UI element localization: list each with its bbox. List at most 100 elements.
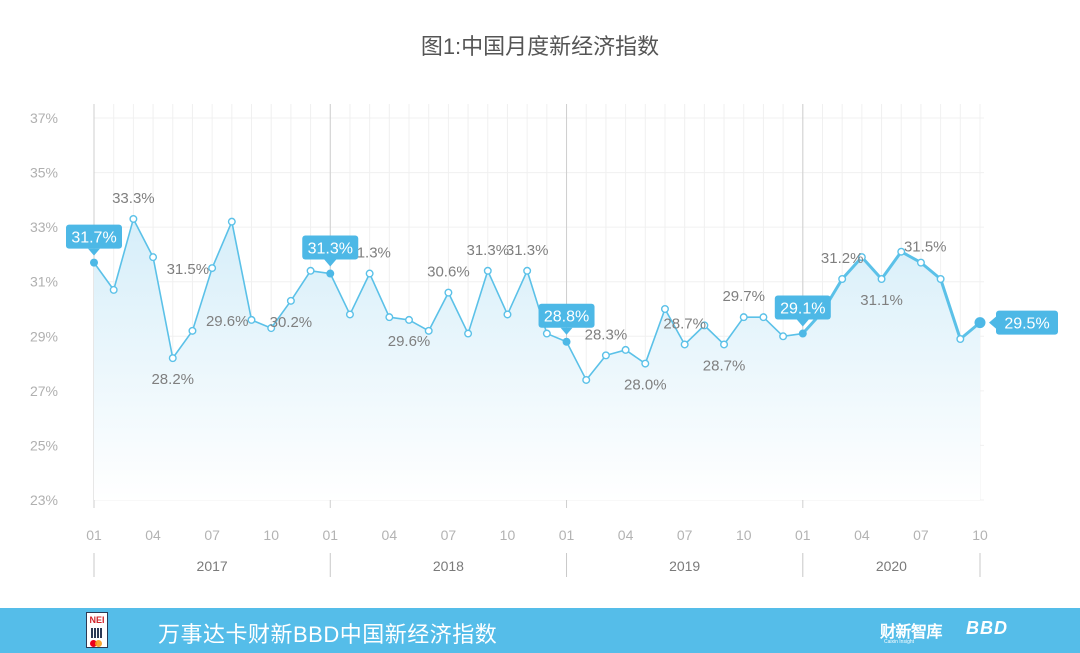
callout-box [302,235,359,260]
data-label: 31.3% [467,242,510,259]
callout-pointer [560,327,573,335]
data-label: 28.3% [585,326,628,343]
footer-title: 万事达卡财新BBD中国新经济指数 [158,622,498,647]
new-economy-index-chart: 图1:中国月度新经济指数 33.3% 28.2% 31.5% 29.6% 30.2% 31… [30,34,1058,577]
data-label: 28.7% [663,315,706,332]
data-point [877,274,886,283]
data-point [109,285,118,294]
data-point [365,269,374,278]
callout-box [996,310,1058,335]
axes: 23% 25% 27% 29% 31% 33% 35% 37% 01 04 07 10 01 04 07 10… [30,110,988,577]
callout-label: 31.3% [302,235,359,267]
data-point-highlight [798,329,807,338]
x-tick-label: 10 [500,527,516,543]
area-fill [94,218,980,500]
y-tick-label: 27% [30,383,58,399]
y-tick-label: 37% [30,110,58,126]
data-point [601,351,610,360]
data-point [424,326,433,335]
callout-box [538,303,595,328]
x-tick-label: 10 [263,527,279,543]
y-tick-label: 23% [30,492,58,508]
data-point [838,274,847,283]
data-point [444,288,453,297]
callout-label: 29.1% [774,295,831,327]
callout-text: 28.8% [544,309,589,326]
x-tick-label: 04 [618,527,634,543]
data-label: 30.2% [270,314,313,331]
x-tick-label: 04 [382,527,398,543]
series-line-2020-path [801,250,981,341]
x-tick-label: 07 [441,527,457,543]
area-path [94,218,980,500]
footer-banner: NEI 万事达卡财新BBD中国新经济指数 财新智库 Caixin Insight… [0,608,1080,653]
data-label: 33.3% [112,190,155,207]
mastercard-circle-orange-icon [95,640,102,647]
data-point [582,375,591,384]
data-point [720,340,729,349]
data-point [483,266,492,275]
data-label: 29.7% [722,288,765,305]
data-point [542,329,551,338]
callout-label: 28.8% [538,303,595,335]
data-label: 31.3% [348,245,391,262]
data-point [523,266,532,275]
data-point [149,253,158,262]
data-point [286,296,295,305]
data-label: 28.0% [624,377,667,394]
callout-pointer [324,259,337,267]
callout-pointer [989,316,996,329]
caixin-insight-logo: 财新智库 [880,624,943,641]
data-point [700,321,709,330]
bbd-logo: BBD [966,618,1008,638]
data-point [916,258,925,267]
y-tick-label: 29% [30,328,58,344]
data-label: 29.6% [206,313,249,330]
data-point-highlight [562,337,571,346]
data-point [345,310,354,319]
data-labels: 33.3% 28.2% 31.5% 29.6% 30.2% 31.3% 29.6% 30.6%… [66,190,1058,394]
callout-box [774,295,831,320]
data-point-highlight [326,269,335,278]
year-label: 2017 [197,558,228,574]
x-tick-label: 07 [677,527,693,543]
data-label: 31.5% [904,239,947,256]
data-point [660,305,669,314]
year-label: 2020 [876,558,907,574]
y-tick-label: 31% [30,274,58,290]
callout-label: 29.5% [989,310,1058,335]
data-point [739,313,748,322]
year-label: 2018 [433,558,464,574]
data-point [464,329,473,338]
nei-logo-icon: NEI [86,612,108,648]
data-point [779,332,788,341]
y-tick-label: 25% [30,437,58,453]
callout-text: 29.5% [1004,316,1049,333]
data-label: 31.1% [860,292,903,309]
callout-box [66,224,122,249]
data-label: 29.6% [388,333,431,350]
x-tick-label: 04 [145,527,161,543]
data-point [956,335,965,344]
x-tick-label: 01 [86,527,102,543]
data-point [168,354,177,363]
data-point [641,359,650,368]
data-point [247,315,256,324]
data-point [936,274,945,283]
callout-label: 31.7% [66,224,122,256]
data-point [208,264,217,273]
series-line [93,218,981,381]
callout-pointer [796,319,809,327]
x-tick-label: 07 [913,527,929,543]
callout-pointer [88,248,100,256]
caixin-insight-sub: Caixin Insight [884,639,915,645]
x-tick-label: 01 [559,527,575,543]
y-tick-label: 33% [30,219,58,235]
x-tick-label: 07 [204,527,220,543]
data-point [129,214,138,223]
x-tick-label: 04 [854,527,870,543]
data-label: 30.6% [427,264,470,281]
data-point [857,253,866,262]
data-label: 28.2% [151,371,194,388]
